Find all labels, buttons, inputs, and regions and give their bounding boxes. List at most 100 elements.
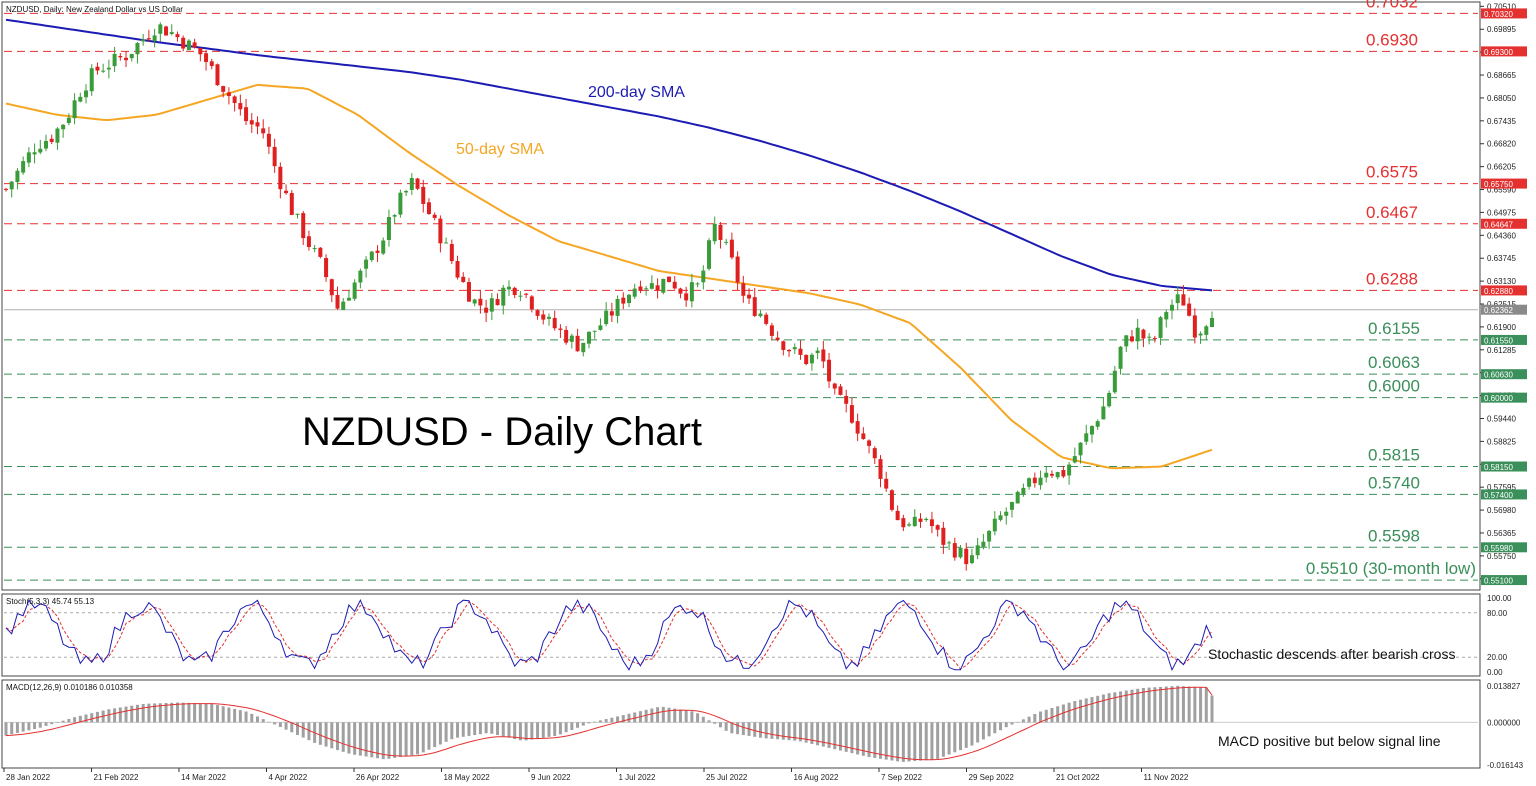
macd-histogram-bar: [381, 722, 385, 760]
macd-histogram-bar: [941, 722, 945, 757]
macd-histogram-bar: [450, 722, 454, 740]
y-tick-label: 0.67435: [1487, 117, 1516, 126]
candle-body: [524, 293, 529, 295]
candle-body: [346, 297, 351, 301]
macd-histogram-bar: [187, 702, 191, 723]
candle-body: [609, 311, 614, 316]
candle-body: [1175, 294, 1180, 304]
candle-body: [775, 337, 780, 340]
candle-body: [598, 325, 603, 330]
candle-body: [4, 188, 8, 190]
candle-body: [215, 64, 220, 86]
level-tag-label: 0.69300: [1484, 48, 1513, 57]
macd-histogram-bar: [616, 716, 620, 723]
x-tick-label: 9 Jun 2022: [531, 773, 571, 782]
candle-body: [238, 103, 243, 110]
candle-body: [289, 192, 294, 215]
macd-histogram-bar: [147, 703, 151, 723]
candle-body: [341, 301, 346, 310]
macd-histogram-bar: [1204, 687, 1208, 723]
candle-body: [1187, 303, 1192, 316]
macd-histogram-bar: [856, 722, 860, 755]
candle-body: [49, 138, 54, 142]
candle-body: [495, 299, 500, 306]
macd-histogram-bar: [1130, 689, 1134, 723]
x-tick-label: 14 Mar 2022: [181, 773, 226, 782]
level-tag-label: 0.70320: [1484, 10, 1513, 19]
x-tick-label: 26 Apr 2022: [356, 773, 400, 782]
macd-histogram-bar: [924, 722, 928, 761]
candle-body: [627, 294, 632, 304]
candle-body: [335, 294, 340, 309]
candle-body: [872, 448, 877, 459]
x-tick-label: 4 Apr 2022: [269, 773, 308, 782]
y-tick-label: 0.68050: [1487, 94, 1516, 103]
macd-histogram-bar: [21, 722, 25, 732]
y-tick-label: 0.61900: [1487, 323, 1516, 332]
candle-body: [1038, 477, 1043, 486]
x-tick-label: 16 Aug 2022: [794, 773, 839, 782]
candle-body: [101, 70, 106, 72]
candle-body: [747, 294, 752, 299]
macd-histogram-bar: [210, 703, 214, 723]
macd-histogram-bar: [518, 722, 522, 741]
macd-histogram-bar: [564, 722, 568, 733]
x-tick-label: 21 Oct 2022: [1056, 773, 1100, 782]
candle-body: [84, 90, 89, 98]
candle-body: [426, 202, 431, 215]
macd-histogram-bar: [307, 722, 311, 741]
sma200-line: [5, 18, 1213, 292]
candle-body: [146, 38, 151, 40]
candle-body: [352, 282, 357, 299]
macd-histogram-bar: [878, 722, 882, 759]
macd-histogram-bar: [621, 715, 625, 723]
candle-body: [1118, 346, 1123, 369]
candle-body: [1078, 442, 1083, 456]
candle-body: [164, 26, 169, 36]
x-tick-label: 1 Jul 2022: [619, 773, 656, 782]
macd-histogram-bar: [844, 722, 848, 752]
stochastic-panel: 100.00 80.00 20.00 0.00: [4, 594, 1512, 677]
macd-histogram-bar: [884, 722, 888, 760]
candle-body: [512, 287, 517, 296]
candle-body: [952, 543, 957, 558]
macd-histogram-bar: [1181, 686, 1185, 723]
candle-body: [729, 239, 734, 258]
sma200-label: 200-day SMA: [588, 84, 685, 101]
macd-histogram-bar: [970, 722, 974, 746]
candle-body: [381, 240, 386, 254]
candle-body: [221, 86, 226, 92]
macd-tick-label: -0.016143: [1487, 761, 1524, 770]
macd-histogram-bar: [1199, 687, 1203, 723]
candle-body: [889, 490, 894, 510]
macd-histogram-bar: [416, 722, 420, 755]
y-tick-label: 0.66205: [1487, 163, 1516, 172]
current-price-tag: [1481, 304, 1527, 315]
macd-histogram-bar: [353, 722, 357, 755]
x-tick-label: 21 Feb 2022: [94, 773, 139, 782]
candle-body: [192, 42, 197, 48]
candle-body: [1107, 392, 1112, 407]
candle-body: [855, 421, 860, 434]
candle-body: [615, 298, 620, 316]
candle-body: [472, 299, 477, 304]
candle-body: [907, 524, 912, 526]
macd-histogram-bar: [84, 714, 88, 723]
candle-body: [1169, 304, 1174, 311]
candle-body: [358, 270, 363, 283]
candle-body: [684, 293, 689, 301]
macd-histogram-bar: [821, 722, 825, 747]
level-tag-label: 0.55980: [1484, 544, 1513, 553]
candle-body: [981, 541, 986, 547]
candle-body: [901, 518, 906, 528]
candle-body: [832, 383, 837, 389]
x-tick-label: 28 Jan 2022: [6, 773, 51, 782]
candle-body: [1061, 469, 1066, 477]
candle-body: [929, 519, 934, 527]
symbol-header: NZDUSD, Daily: New Zealand Dollar vs US …: [6, 5, 183, 14]
level-tag: [1481, 178, 1527, 189]
macd-histogram-bar: [633, 712, 637, 723]
macd-histogram-bar: [913, 722, 917, 762]
macd-histogram-bar: [553, 722, 557, 736]
candle-body: [409, 178, 414, 190]
